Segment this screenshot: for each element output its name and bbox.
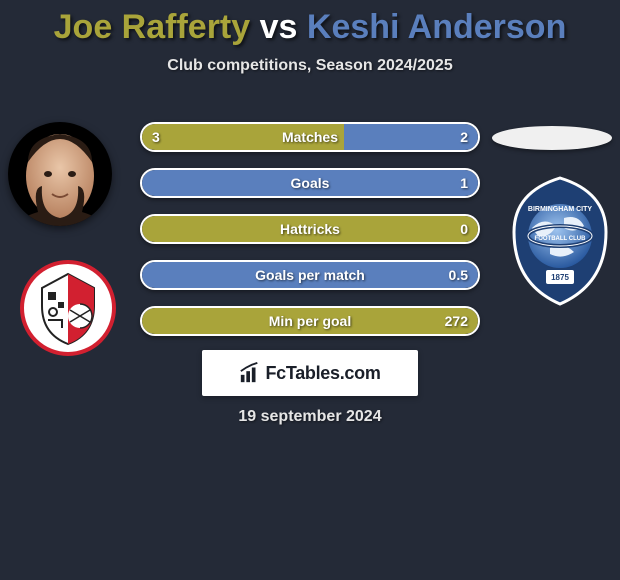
club-badge-icon: BIRMINGHAM CITY FOOTBALL CLUB 1875	[510, 176, 610, 306]
stat-row: 0 Hattricks	[140, 214, 480, 244]
stat-row: 3 2 Matches	[140, 122, 480, 152]
player1-club-badge	[18, 258, 118, 358]
stat-label: Goals per match	[255, 267, 365, 283]
stat-row: 272 Min per goal	[140, 306, 480, 336]
stat-right-value: 2	[460, 129, 468, 145]
svg-text:1875: 1875	[551, 273, 569, 282]
stat-right-fill	[344, 124, 478, 150]
stat-row: 0.5 Goals per match	[140, 260, 480, 290]
stat-label: Min per goal	[269, 313, 351, 329]
player2-avatar	[492, 126, 612, 150]
stat-label: Goals	[291, 175, 330, 191]
vs-label: vs	[260, 8, 298, 46]
player1-avatar	[8, 122, 112, 226]
stat-label: Hattricks	[280, 221, 340, 237]
subtitle: Club competitions, Season 2024/2025	[0, 57, 620, 75]
stat-left-value: 3	[152, 129, 160, 145]
stat-right-value: 272	[445, 313, 468, 329]
svg-text:BIRMINGHAM CITY: BIRMINGHAM CITY	[528, 206, 592, 213]
svg-text:FOOTBALL CLUB: FOOTBALL CLUB	[535, 236, 587, 242]
player2-club-badge: BIRMINGHAM CITY FOOTBALL CLUB 1875	[510, 176, 610, 306]
fctables-label: FcTables.com	[265, 363, 380, 384]
player2-name: Keshi Anderson	[307, 8, 566, 46]
comparison-title: Joe Rafferty vs Keshi Anderson	[0, 0, 620, 47]
avatar-placeholder-icon	[8, 122, 112, 226]
stat-right-value: 0	[460, 221, 468, 237]
date-label: 19 september 2024	[0, 408, 620, 426]
stat-right-value: 0.5	[449, 267, 468, 283]
bar-chart-icon	[239, 362, 261, 384]
stat-right-value: 1	[460, 175, 468, 191]
stat-label: Matches	[282, 129, 338, 145]
player1-name: Joe Rafferty	[54, 8, 251, 46]
stats-panel: 3 2 Matches 1 Goals 0 Hattricks 0.5 Goals per ma…	[140, 122, 480, 352]
stat-row: 1 Goals	[140, 168, 480, 198]
fctables-branding: FcTables.com	[202, 350, 418, 396]
club-badge-icon	[18, 258, 118, 358]
